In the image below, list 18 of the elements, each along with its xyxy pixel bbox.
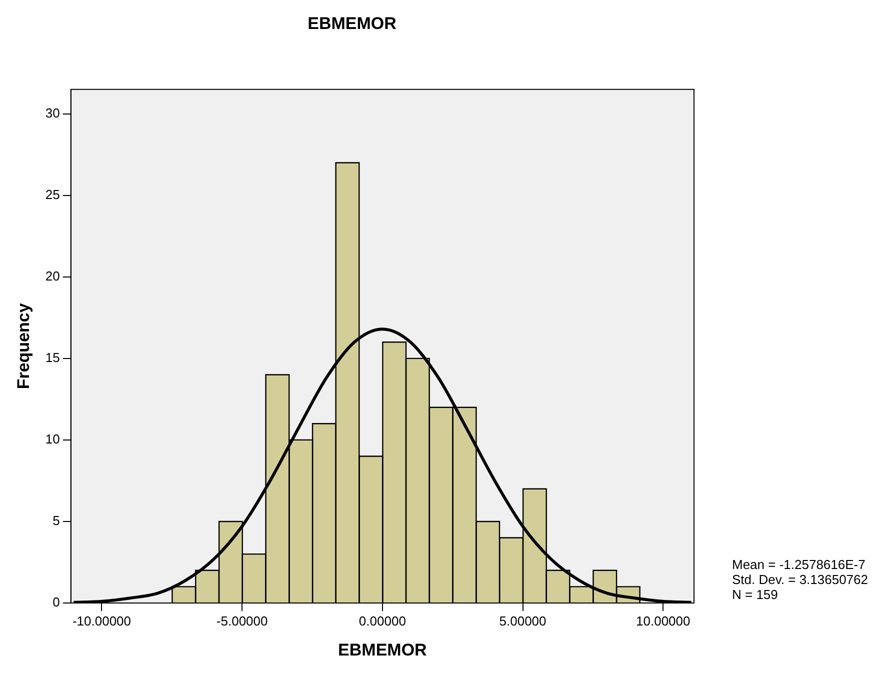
text: Std. Dev. = 3.13650762 xyxy=(732,572,868,587)
y-tick-label: 10 xyxy=(45,432,60,447)
y-tick-label: 30 xyxy=(45,105,60,120)
x-axis-title: EBMEMOR xyxy=(338,640,427,660)
y-tick-label: 25 xyxy=(45,186,60,202)
x-tick-label: 5.00000 xyxy=(499,613,546,628)
x-tick-label: -10.00000 xyxy=(72,613,132,628)
chart-title: EBMEMOR xyxy=(308,14,396,33)
text: Mean = -1.2578616E-7 xyxy=(732,557,866,572)
y-axis-title: Frequency xyxy=(14,302,33,390)
y-tick-label: 20 xyxy=(45,268,60,284)
x-tick-label: 10.00000 xyxy=(636,613,690,628)
x-tick-label: 0.00000 xyxy=(358,613,406,628)
y-tick-label: 5 xyxy=(52,513,60,528)
text: N = 159 xyxy=(732,587,778,602)
y-tick-label: 15 xyxy=(45,350,60,366)
x-tick-label: -5.00000 xyxy=(216,613,268,628)
y-tick-label: 0 xyxy=(52,594,60,610)
